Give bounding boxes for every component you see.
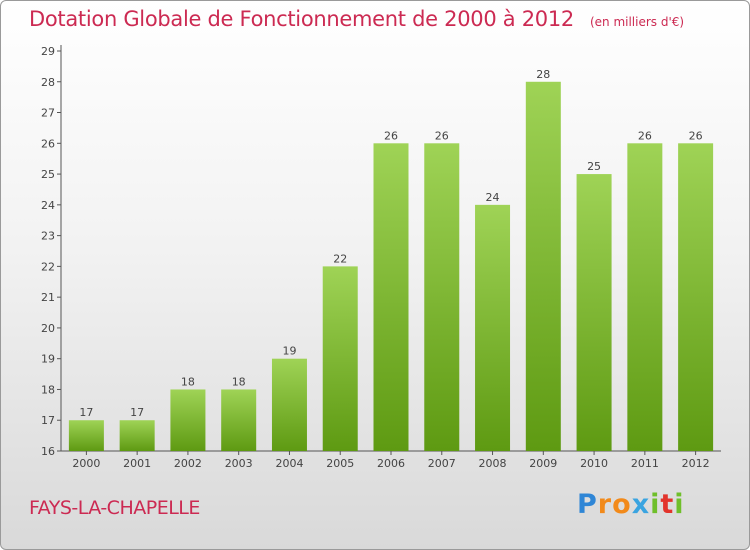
data-label: 26 (689, 129, 703, 142)
proxiti-logo-letter: i (674, 489, 685, 520)
data-label: 26 (435, 129, 449, 142)
x-tick-label: 2009 (529, 457, 557, 470)
x-tick-label: 2012 (682, 457, 710, 470)
data-label: 26 (638, 129, 652, 142)
data-label: 19 (282, 345, 296, 358)
x-tick-label: 2006 (377, 457, 405, 470)
x-tick-label: 2004 (275, 457, 303, 470)
bar (424, 143, 460, 452)
y-tick-label: 24 (41, 199, 55, 212)
y-tick-label: 19 (41, 353, 55, 366)
bar (678, 143, 714, 452)
x-tick-label: 2001 (123, 457, 151, 470)
data-label: 28 (536, 68, 550, 81)
data-label: 25 (587, 160, 601, 173)
data-label: 17 (79, 406, 93, 419)
bar (271, 358, 307, 451)
y-tick-label: 22 (41, 260, 55, 273)
y-tick-label: 21 (41, 291, 55, 304)
y-tick-label: 20 (41, 322, 55, 335)
y-tick-label: 23 (41, 230, 55, 243)
proxiti-logo-letter: r (597, 489, 613, 520)
data-label: 24 (486, 191, 500, 204)
bar (322, 266, 358, 451)
bar (119, 420, 155, 451)
y-tick-label: 25 (41, 168, 55, 181)
y-tick-label: 18 (41, 383, 55, 396)
y-tick-label: 27 (41, 107, 55, 120)
proxiti-logo-letter: P (577, 489, 598, 520)
bar (525, 81, 561, 452)
proxiti-logo: Proxiti (577, 489, 685, 520)
data-label: 18 (232, 375, 246, 388)
bar (170, 389, 206, 451)
x-tick-label: 2005 (326, 457, 354, 470)
y-tick-label: 16 (41, 445, 55, 458)
chart-title: Dotation Globale de Fonctionnement de 20… (29, 7, 684, 31)
chart-unit-label: (en milliers d'€) (589, 15, 685, 29)
x-tick-label: 2008 (479, 457, 507, 470)
x-tick-label: 2007 (428, 457, 456, 470)
commune-name: FAYS-LA-CHAPELLE (29, 497, 200, 519)
bar (373, 143, 409, 452)
x-tick-label: 2010 (580, 457, 608, 470)
bar (475, 204, 511, 451)
bar (576, 174, 612, 452)
chart-title-text: Dotation Globale de Fonctionnement de 20… (29, 7, 574, 31)
proxiti-logo-letter: o (612, 489, 632, 520)
bar (68, 420, 104, 451)
bar (627, 143, 663, 452)
data-label: 26 (384, 129, 398, 142)
data-label: 18 (181, 375, 195, 388)
x-tick-label: 2011 (631, 457, 659, 470)
y-tick-label: 29 (41, 45, 55, 58)
proxiti-logo-letter: i (650, 489, 661, 520)
y-tick-label: 26 (41, 137, 55, 150)
y-tick-label: 17 (41, 414, 55, 427)
y-tick-label: 28 (41, 76, 55, 89)
proxiti-logo-letter: x (631, 489, 651, 520)
x-tick-label: 2000 (72, 457, 100, 470)
proxiti-logo-letter: t (660, 489, 675, 520)
bar (221, 389, 257, 451)
x-tick-label: 2002 (174, 457, 202, 470)
data-label: 22 (333, 252, 347, 265)
x-tick-label: 2003 (225, 457, 253, 470)
data-label: 17 (130, 406, 144, 419)
